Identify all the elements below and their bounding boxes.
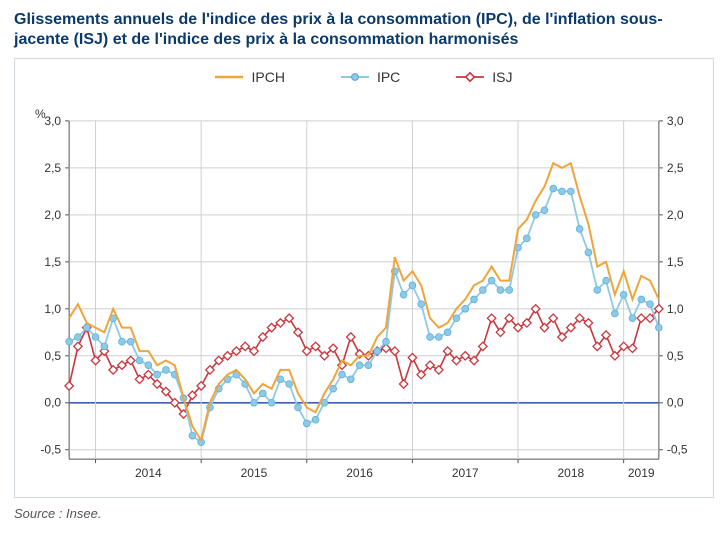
chart-card: IPCH IPC ISJ (14, 58, 714, 498)
svg-text:2,0: 2,0 (667, 208, 684, 222)
svg-text:0,5: 0,5 (667, 349, 684, 363)
card-container: Glissements annuels de l'indice des prix… (0, 0, 728, 538)
plot-svg: -0,5 -0,5 0,0 0,0 0,5 0,5 1,0 1,0 1,5 1,5 2,0 2,0 2,… (23, 103, 705, 489)
legend-label-isj: ISJ (492, 69, 512, 85)
svg-text:1,0: 1,0 (44, 302, 61, 316)
svg-text:1,0: 1,0 (667, 302, 684, 316)
svg-text:2,5: 2,5 (44, 161, 61, 175)
legend-swatch-ipch (215, 70, 243, 84)
legend: IPCH IPC ISJ (15, 59, 713, 89)
legend-item-isj: ISJ (456, 69, 512, 85)
svg-text:0,5: 0,5 (44, 349, 61, 363)
plot-area: -0,5 -0,5 0,0 0,0 0,5 0,5 1,0 1,0 1,5 1,5 2,0 2,0 2,… (23, 103, 705, 489)
svg-text:0,0: 0,0 (44, 396, 61, 410)
svg-text:3,0: 3,0 (667, 114, 684, 128)
svg-text:2015: 2015 (241, 466, 268, 480)
svg-text:2016: 2016 (346, 466, 373, 480)
svg-text:1,5: 1,5 (44, 255, 61, 269)
legend-swatch-isj (456, 70, 484, 84)
svg-text:2019: 2019 (628, 466, 655, 480)
svg-text:2018: 2018 (557, 466, 584, 480)
svg-text:1,5: 1,5 (667, 255, 684, 269)
svg-text:2017: 2017 (452, 466, 479, 480)
chart-title: Glissements annuels de l'indice des prix… (14, 10, 714, 50)
svg-text:2014: 2014 (135, 466, 162, 480)
legend-label-ipc: IPC (377, 69, 400, 85)
legend-swatch-ipc (341, 70, 369, 84)
svg-text:2,0: 2,0 (44, 208, 61, 222)
legend-label-ipch: IPCH (251, 69, 284, 85)
svg-text:-0,5: -0,5 (667, 443, 688, 457)
svg-text:3,0: 3,0 (44, 114, 61, 128)
source-line: Source : Insee. (14, 506, 714, 521)
svg-text:0,0: 0,0 (667, 396, 684, 410)
svg-text:2,5: 2,5 (667, 161, 684, 175)
legend-item-ipch: IPCH (215, 69, 284, 85)
legend-item-ipc: IPC (341, 69, 400, 85)
svg-text:-0,5: -0,5 (40, 443, 61, 457)
